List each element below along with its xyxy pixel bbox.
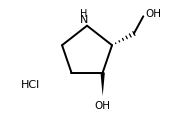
Text: OH: OH [146,9,162,19]
Text: OH: OH [94,101,110,111]
Text: H: H [80,9,88,19]
Polygon shape [101,73,105,96]
Text: N: N [80,15,88,25]
Text: HCl: HCl [21,80,40,90]
